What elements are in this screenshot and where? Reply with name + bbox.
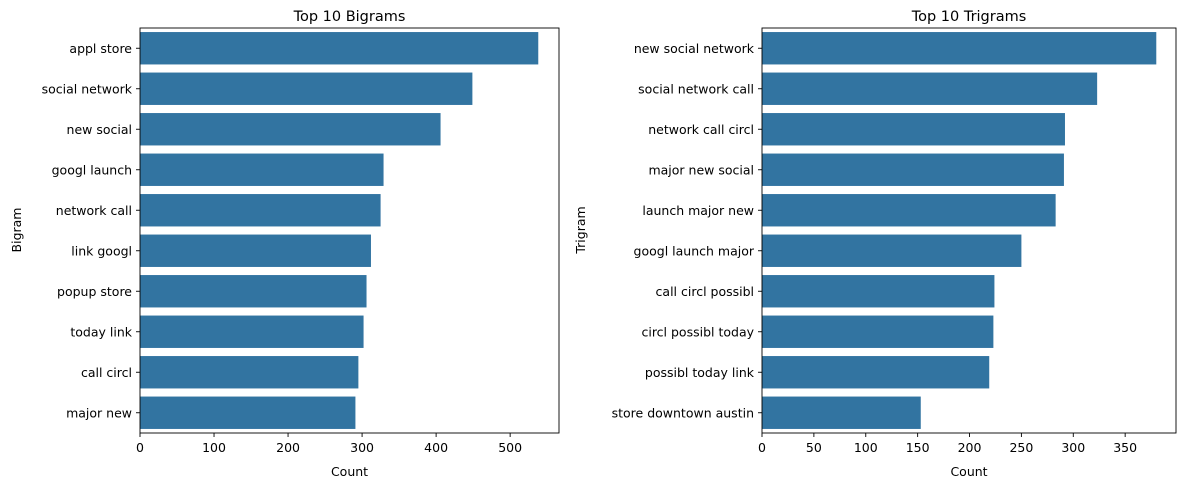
- bar: [762, 32, 1157, 65]
- bar: [140, 72, 473, 105]
- y-tick-label: new social: [67, 122, 132, 137]
- y-tick-label: circl possibl today: [641, 324, 754, 339]
- y-tick-label: possibl today link: [645, 365, 755, 380]
- x-axis-label: Count: [331, 464, 368, 479]
- y-tick-label: link googl: [71, 243, 132, 258]
- x-tick-label: 0: [758, 440, 766, 455]
- y-tick-label: store downtown austin: [612, 405, 754, 420]
- bigram-chart: appl store social network new social googl …: [9, 9, 560, 479]
- y-tick-label: appl store: [69, 41, 132, 56]
- bar: [762, 72, 1098, 105]
- bar: [762, 275, 995, 308]
- y-tick-label: call circl: [81, 365, 132, 380]
- x-tick-label: 200: [958, 440, 982, 455]
- y-axis-label: Trigram: [573, 206, 588, 254]
- plot-frame: [761, 27, 1177, 434]
- y-tick-label: major new social: [648, 162, 754, 177]
- y-tick-label: social network: [42, 81, 133, 96]
- y-tick-label: popup store: [57, 284, 132, 299]
- y-tick-label: network call: [56, 203, 132, 218]
- y-tick-label: googl launch: [52, 162, 132, 177]
- bar: [762, 234, 1022, 267]
- plot-frame: [139, 27, 560, 434]
- x-tick-label: 200: [276, 440, 300, 455]
- bar: [140, 315, 364, 348]
- trigram-chart: new social network social network call net…: [573, 9, 1177, 479]
- y-tick-label: major new: [66, 405, 132, 420]
- x-tick-label: 350: [1113, 440, 1137, 455]
- x-tick-label: 500: [498, 440, 522, 455]
- chart-title: Top 10 Trigrams: [911, 9, 1027, 25]
- bar: [140, 275, 367, 308]
- x-tick-label: 100: [854, 440, 878, 455]
- bar: [762, 113, 1065, 146]
- bar: [140, 234, 371, 267]
- bar: [140, 153, 384, 186]
- bar: [140, 194, 381, 227]
- y-tick-label: network call circl: [648, 122, 754, 137]
- bar: [140, 32, 539, 65]
- y-tick-label: today link: [70, 324, 132, 339]
- y-tick-label: launch major new: [642, 203, 754, 218]
- bar: [762, 315, 994, 348]
- bar: [762, 356, 990, 389]
- bar: [762, 396, 921, 429]
- x-tick-label: 400: [424, 440, 448, 455]
- x-tick-label: 0: [136, 440, 144, 455]
- x-tick-label: 250: [1009, 440, 1033, 455]
- x-tick-label: 300: [1061, 440, 1085, 455]
- y-axis-label: Bigram: [9, 208, 24, 253]
- x-tick-label: 50: [806, 440, 822, 455]
- x-tick-label: 300: [350, 440, 374, 455]
- x-tick-label: 100: [202, 440, 226, 455]
- x-axis-label: Count: [950, 464, 987, 479]
- bar: [762, 194, 1056, 227]
- bar: [140, 113, 441, 146]
- bar: [140, 356, 359, 389]
- x-tick-label: 150: [906, 440, 930, 455]
- chart-title: Top 10 Bigrams: [293, 9, 406, 25]
- y-tick-label: googl launch major: [634, 243, 755, 258]
- bar: [140, 396, 356, 429]
- y-tick-label: call circl possibl: [656, 284, 754, 299]
- y-tick-label: new social network: [634, 41, 755, 56]
- bar: [762, 153, 1064, 186]
- y-tick-label: social network call: [638, 81, 754, 96]
